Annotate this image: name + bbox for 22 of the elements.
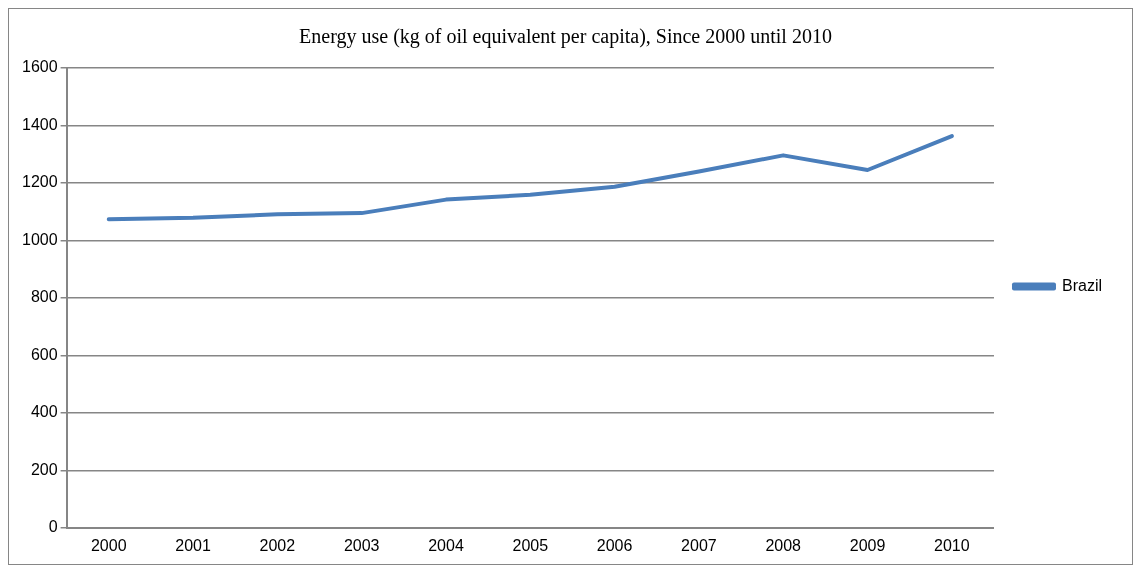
x-tick-label: 2010 xyxy=(934,536,970,554)
y-tick-label: 800 xyxy=(30,288,58,306)
x-tick-label: 2001 xyxy=(175,536,211,554)
y-tick-label: 600 xyxy=(30,345,58,363)
x-tick-label: 2007 xyxy=(681,536,717,554)
x-tick-label: 2008 xyxy=(765,536,802,554)
y-tick-label: 200 xyxy=(30,460,58,478)
x-tick-label: 2009 xyxy=(849,536,886,554)
y-tick-label: 1200 xyxy=(22,173,58,191)
x-tick-label: 2003 xyxy=(343,536,380,554)
chart-title: Energy use (kg of oil equivalent per capita), Since 2000 until 2010 xyxy=(299,25,832,49)
x-tick-label: 2004 xyxy=(428,536,464,554)
y-tick-label: 1600 xyxy=(22,58,58,76)
x-tick-label: 2000 xyxy=(90,536,127,554)
y-tick-label: 1400 xyxy=(22,115,58,133)
legend-label: Brazil xyxy=(1061,276,1103,294)
y-tick-label: 400 xyxy=(30,403,58,421)
y-tick-label: 0 xyxy=(48,518,58,536)
y-tick-label: 1000 xyxy=(22,230,58,248)
x-tick-label: 2002 xyxy=(259,536,296,554)
x-tick-label: 2006 xyxy=(596,536,633,554)
x-tick-label: 2005 xyxy=(512,536,549,554)
